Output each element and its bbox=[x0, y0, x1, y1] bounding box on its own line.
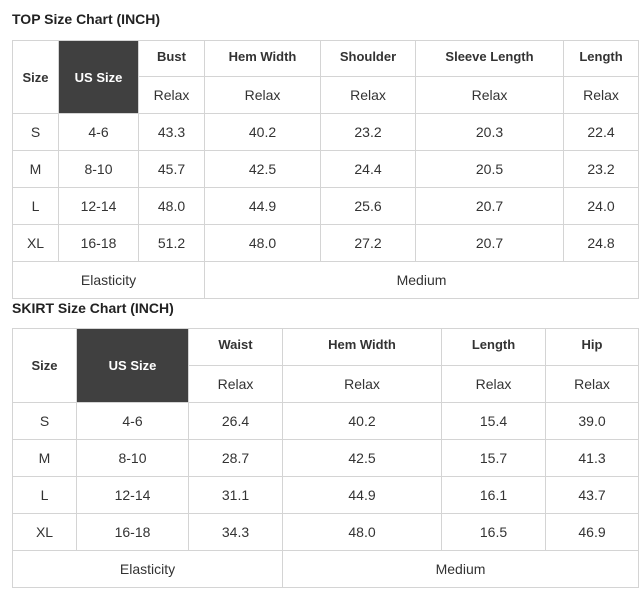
header-cell: Sleeve Length bbox=[415, 40, 564, 77]
cell: 24.8 bbox=[563, 224, 639, 262]
cell: S bbox=[12, 402, 77, 440]
cell: 15.7 bbox=[441, 439, 546, 477]
data-row: L 12-14 31.1 44.9 16.1 43.7 bbox=[12, 476, 639, 514]
footer-row: Elasticity Medium bbox=[12, 261, 639, 299]
data-row: L 12-14 48.0 44.9 25.6 20.7 24.0 bbox=[12, 187, 639, 225]
cell: 12-14 bbox=[76, 476, 189, 514]
header-cell: Hem Width bbox=[282, 328, 442, 366]
cell: XL bbox=[12, 224, 59, 262]
cell: 40.2 bbox=[282, 402, 442, 440]
data-row: XL 16-18 51.2 48.0 27.2 20.7 24.8 bbox=[12, 224, 639, 262]
subheader-cell: Relax bbox=[545, 365, 639, 403]
cell: 8-10 bbox=[58, 150, 139, 188]
data-row: XL 16-18 34.3 48.0 16.5 46.9 bbox=[12, 513, 639, 551]
cell: 24.4 bbox=[320, 150, 416, 188]
cell: 48.0 bbox=[138, 187, 205, 225]
cell: 28.7 bbox=[188, 439, 283, 477]
cell: L bbox=[12, 187, 59, 225]
cell: 16-18 bbox=[76, 513, 189, 551]
cell: M bbox=[12, 439, 77, 477]
header-cell: Shoulder bbox=[320, 40, 416, 77]
cell: 42.5 bbox=[282, 439, 442, 477]
cell: 4-6 bbox=[58, 113, 139, 151]
cell: 51.2 bbox=[138, 224, 205, 262]
data-row: S 4-6 26.4 40.2 15.4 39.0 bbox=[12, 402, 639, 440]
cell: 40.2 bbox=[204, 113, 321, 151]
cell: 23.2 bbox=[320, 113, 416, 151]
footer-cell: Elasticity bbox=[12, 261, 205, 299]
subheader-cell: Relax bbox=[320, 76, 416, 114]
header-cell: Size bbox=[12, 328, 77, 403]
cell: 41.3 bbox=[545, 439, 639, 477]
subheader-cell: Relax bbox=[138, 76, 205, 114]
cell: 25.6 bbox=[320, 187, 416, 225]
subheader-cell: Relax bbox=[204, 76, 321, 114]
cell: 15.4 bbox=[441, 402, 546, 440]
cell: 34.3 bbox=[188, 513, 283, 551]
header-cell: Size bbox=[12, 40, 59, 114]
cell: 43.7 bbox=[545, 476, 639, 514]
cell: 23.2 bbox=[563, 150, 639, 188]
cell: 22.4 bbox=[563, 113, 639, 151]
cell: 48.0 bbox=[204, 224, 321, 262]
cell: S bbox=[12, 113, 59, 151]
skirt-title: SKIRT Size Chart (INCH) bbox=[12, 300, 174, 316]
cell: 45.7 bbox=[138, 150, 205, 188]
cell: 44.9 bbox=[282, 476, 442, 514]
cell: 16.5 bbox=[441, 513, 546, 551]
header-cell: Hem Width bbox=[204, 40, 321, 77]
subheader-cell: Relax bbox=[563, 76, 639, 114]
header-cell: Length bbox=[563, 40, 639, 77]
header-cell: Hip bbox=[545, 328, 639, 366]
header-cell: Waist bbox=[188, 328, 283, 366]
subheader-cell: Relax bbox=[441, 365, 546, 403]
data-row: S 4-6 43.3 40.2 23.2 20.3 22.4 bbox=[12, 113, 639, 151]
cell: 27.2 bbox=[320, 224, 416, 262]
cell: 24.0 bbox=[563, 187, 639, 225]
top-title: TOP Size Chart (INCH) bbox=[12, 11, 161, 27]
cell: 43.3 bbox=[138, 113, 205, 151]
cell: 39.0 bbox=[545, 402, 639, 440]
footer-cell: Medium bbox=[204, 261, 639, 299]
header-cell: Length bbox=[441, 328, 546, 366]
cell: 4-6 bbox=[76, 402, 189, 440]
cell: 26.4 bbox=[188, 402, 283, 440]
subheader-row: Relax Relax Relax Relax bbox=[13, 365, 639, 403]
cell: 20.5 bbox=[415, 150, 564, 188]
cell: XL bbox=[12, 513, 77, 551]
cell: 12-14 bbox=[58, 187, 139, 225]
top-size-table: Size US Size Bust Hem Width Shoulder Sleeve L… bbox=[12, 40, 639, 299]
data-row: M 8-10 28.7 42.5 15.7 41.3 bbox=[12, 439, 639, 477]
subheader-cell: Relax bbox=[188, 365, 283, 403]
header-cell: Bust bbox=[138, 40, 205, 77]
cell: 42.5 bbox=[204, 150, 321, 188]
header-cell: US Size bbox=[58, 40, 139, 114]
cell: 20.3 bbox=[415, 113, 564, 151]
subheader-cell: Relax bbox=[282, 365, 442, 403]
footer-row: Elasticity Medium bbox=[12, 550, 639, 588]
cell: 48.0 bbox=[282, 513, 442, 551]
subheader-cell: Relax bbox=[415, 76, 564, 114]
footer-cell: Elasticity bbox=[12, 550, 283, 588]
cell: 46.9 bbox=[545, 513, 639, 551]
cell: L bbox=[12, 476, 77, 514]
cell: 16-18 bbox=[58, 224, 139, 262]
subheader-row: Relax Relax Relax Relax Relax bbox=[13, 76, 639, 114]
cell: 20.7 bbox=[415, 187, 564, 225]
cell: 20.7 bbox=[415, 224, 564, 262]
header-cell: US Size bbox=[76, 328, 189, 403]
skirt-size-table: Size US Size Waist Hem Width Length Hip Relax R… bbox=[12, 328, 639, 588]
footer-cell: Medium bbox=[282, 550, 639, 588]
header-row: Size US Size Waist Hem Width Length Hip bbox=[12, 328, 639, 403]
cell: 31.1 bbox=[188, 476, 283, 514]
cell: 8-10 bbox=[76, 439, 189, 477]
cell: 44.9 bbox=[204, 187, 321, 225]
header-row: Size US Size Bust Hem Width Shoulder Sleeve L… bbox=[12, 40, 639, 114]
data-row: M 8-10 45.7 42.5 24.4 20.5 23.2 bbox=[12, 150, 639, 188]
cell: 16.1 bbox=[441, 476, 546, 514]
cell: M bbox=[12, 150, 59, 188]
